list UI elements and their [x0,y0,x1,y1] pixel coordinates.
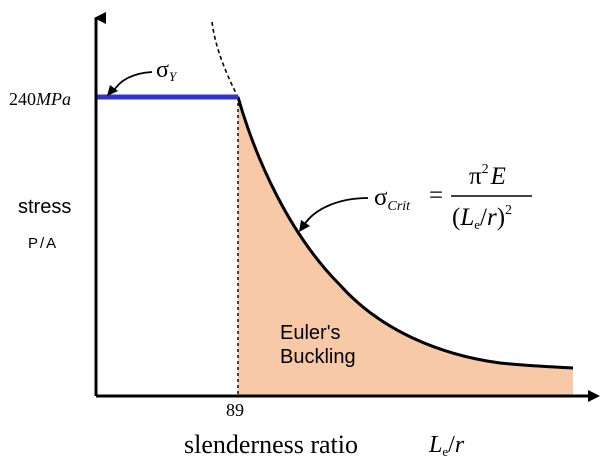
denominator-e-sub: e [474,217,481,232]
region-label-line2: Buckling [280,346,356,368]
equals-sign: = [429,182,444,209]
yield-tick-label: 240MPa [9,90,71,108]
formula-numerator: π2E [469,162,506,190]
x-symbol-l: L [429,432,443,458]
x-axis-symbol: Le/r [429,433,464,458]
y-axis-label-stress: stress [18,196,72,218]
yield-unit: MPa [36,89,71,109]
y-axis-label-p-over-a: P/A [28,235,59,252]
numerator-sup: 2 [481,162,489,177]
sigma-crit-leader-arrowhead [299,220,310,232]
x-axis-arrowhead [588,390,600,402]
sigma-y-symbol: σ [156,57,169,83]
denominator-sup: 2 [505,203,513,218]
euler-curve [236,96,574,370]
euler-buckling-region [238,97,573,396]
denominator-close-paren: ) [496,204,506,231]
numerator-pi: π [469,163,482,190]
denominator-r: r [486,204,497,231]
sigma-crit-sub: Crit [387,199,411,214]
numerator-e: E [490,163,506,190]
sigma-y-leader-arrowhead [107,85,118,96]
x-symbol-e-sub: e [442,444,449,459]
x-symbol-slash: / [448,432,455,458]
region-label-line1: Euler's [280,322,341,344]
sigma-y-leader [112,71,153,93]
x-symbol-r: r [454,432,465,458]
yield-value: 240 [9,89,36,109]
denominator-l: L [460,204,475,231]
formula-denominator: (Le/r)2 [452,203,513,232]
sigma-y-sub: Y [168,69,177,84]
x-axis-title: slenderness ratio [184,432,358,458]
denominator-slash: / [480,204,487,231]
sigma-crit-symbol: σ [374,184,388,211]
x-tick-89: 89 [226,400,244,420]
denominator-open-paren: ( [452,204,461,231]
euler-curve-dashed-extension [211,21,239,98]
sigma-crit-leader [303,197,369,226]
sigma-y-label: σY [156,58,176,83]
x-axis-title-text: slenderness ratio [184,430,359,459]
sigma-crit-label: σCrit [374,185,410,214]
